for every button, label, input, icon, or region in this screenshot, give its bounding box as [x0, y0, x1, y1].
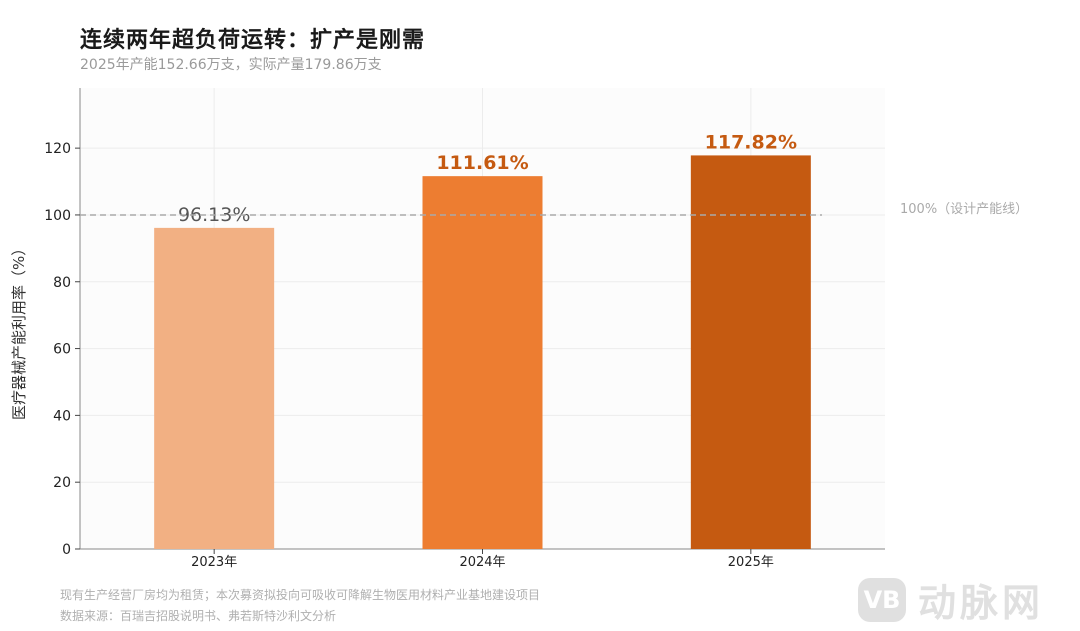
y-tick-label: 0 — [62, 542, 71, 558]
data-label: 117.82% — [705, 131, 797, 153]
data-label: 111.61% — [436, 152, 528, 174]
x-tick-label: 2023年 — [191, 555, 237, 570]
watermark-logo-icon: VB — [858, 577, 906, 622]
reference-line-label: 100%（设计产能线） — [900, 202, 1028, 217]
y-tick-label: 80 — [53, 275, 71, 291]
chart-title: 连续两年超负荷运转：扩产是刚需 — [80, 27, 426, 53]
y-tick-label: 120 — [44, 141, 71, 157]
chart-subtitle: 2025年产能152.66万支，实际产量179.86万支 — [80, 57, 382, 73]
x-tick-label: 2024年 — [459, 555, 505, 570]
y-tick-label: 100 — [44, 208, 71, 224]
y-tick-label: 20 — [53, 475, 71, 491]
footnote-source: 数据来源：百瑞吉招股说明书、弗若斯特沙利文分析 — [60, 609, 337, 623]
x-tick-label: 2025年 — [728, 555, 774, 570]
y-tick-label: 40 — [53, 408, 71, 424]
footnote-note: 现有生产经营厂房均为租赁；本次募资拟投向可吸收可降解生物医用材料产业基地建设项目 — [60, 588, 541, 602]
watermark-text: 动脉网 — [918, 581, 1045, 625]
bar — [422, 176, 543, 549]
y-tick-label: 60 — [53, 342, 71, 358]
bar — [154, 227, 275, 550]
bar — [690, 155, 811, 549]
watermark: VB 动脉网 — [858, 572, 1044, 627]
